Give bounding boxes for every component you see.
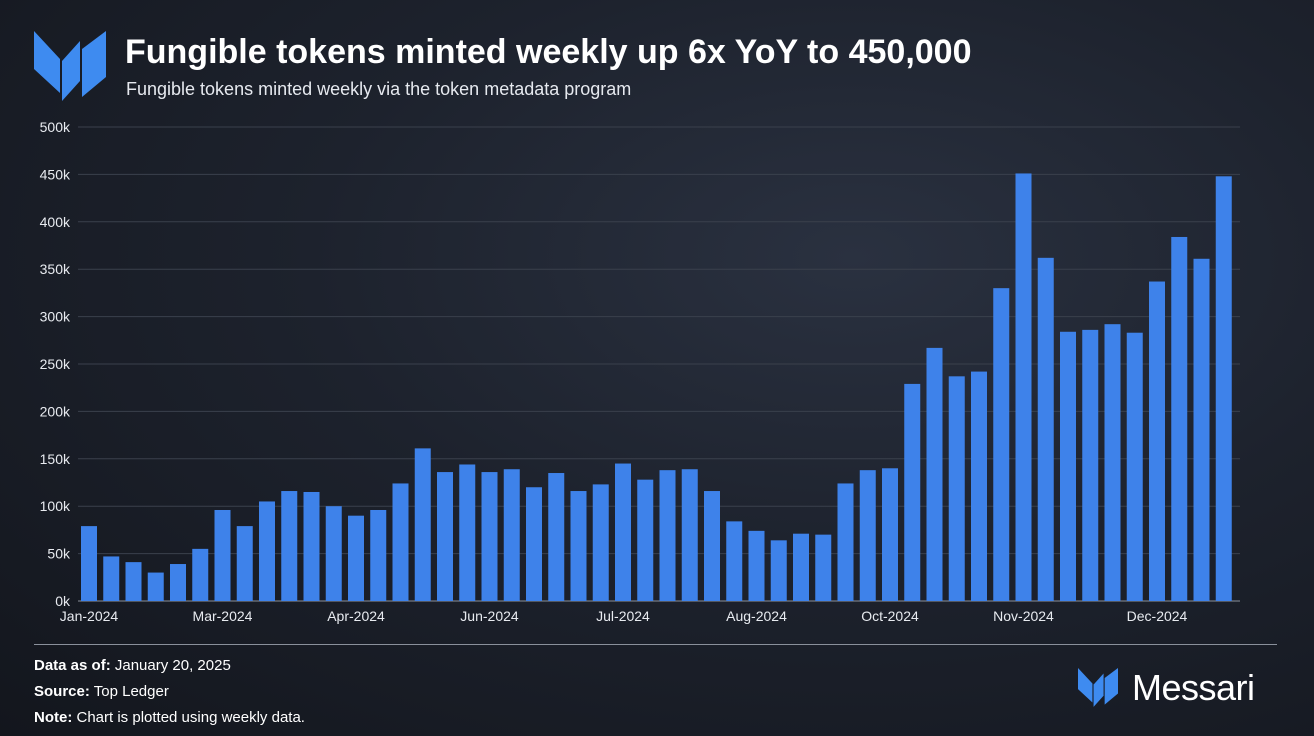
bar (1037, 257, 1054, 601)
bar (481, 472, 498, 601)
bar (1082, 329, 1099, 601)
y-tick-label: 50k (47, 546, 71, 562)
y-tick-label: 200k (40, 403, 71, 419)
bar (1149, 281, 1165, 601)
bar (459, 464, 476, 601)
bar (392, 483, 409, 601)
bar (548, 473, 565, 601)
note-label: Note: (34, 709, 73, 726)
bar (414, 448, 431, 601)
source-line: Source: Top Ledger (34, 679, 305, 705)
bar (526, 487, 542, 601)
source-label: Source: (34, 683, 90, 700)
bar (281, 491, 298, 601)
bar (726, 521, 743, 601)
x-tick-label: Jun-2024 (460, 608, 519, 624)
footer-divider (34, 644, 1277, 645)
bar (948, 376, 965, 601)
bar (192, 548, 209, 601)
bars (81, 173, 1232, 601)
x-tick-label: Aug-2024 (726, 608, 787, 624)
y-tick-label: 300k (40, 309, 71, 325)
y-tick-label: 250k (40, 356, 71, 372)
bar (303, 491, 320, 601)
bar (503, 469, 520, 601)
source-value: Top Ledger (93, 683, 169, 700)
bar (926, 347, 943, 601)
bar (437, 472, 453, 601)
bar (103, 556, 120, 601)
bar (659, 470, 676, 601)
bar (859, 470, 876, 601)
bar (1171, 236, 1188, 601)
x-axis-ticks: Jan-2024 Mar-2024 Apr-2024 Jun-2024 Jul-2024… (60, 608, 1188, 624)
bar (971, 371, 987, 601)
messari-logo-icon (1078, 668, 1118, 707)
bar (592, 484, 609, 601)
x-tick-label: Oct-2024 (861, 608, 919, 624)
bar (637, 479, 654, 601)
messari-logo-icon (34, 31, 106, 101)
brand-name: Messari (1132, 667, 1255, 708)
bar (1060, 331, 1076, 601)
bar (704, 491, 720, 601)
chart-subtitle: Fungible tokens minted weekly via the to… (126, 79, 632, 99)
x-tick-label: Jan-2024 (60, 608, 119, 624)
bar (904, 383, 921, 601)
bar (570, 491, 587, 601)
y-tick-label: 100k (40, 498, 71, 514)
bar (837, 483, 854, 601)
x-tick-label: Mar-2024 (193, 608, 253, 624)
y-tick-label: 0k (55, 593, 71, 609)
bar (81, 526, 97, 601)
bar (147, 572, 164, 601)
x-tick-label: Dec-2024 (1127, 608, 1188, 624)
bar (348, 515, 364, 601)
x-tick-label: Apr-2024 (327, 608, 385, 624)
bar (770, 540, 787, 601)
bar (125, 562, 142, 601)
brand-logo: Messari (1078, 668, 1255, 708)
y-tick-label: 400k (40, 214, 71, 230)
bar (993, 288, 1010, 601)
bar (325, 506, 342, 601)
data-as-of-value: January 20, 2025 (114, 657, 231, 674)
chart-title: Fungible tokens minted weekly up 6x YoY … (125, 33, 972, 71)
bar (1215, 176, 1232, 601)
data-as-of-line: Data as of: January 20, 2025 (34, 653, 305, 679)
bar (615, 463, 631, 601)
note-value: Chart is plotted using weekly data. (76, 709, 305, 726)
note-line: Note: Chart is plotted using weekly data… (34, 705, 305, 731)
data-as-of-label: Data as of: (34, 657, 111, 674)
bar (748, 530, 765, 601)
bar (1104, 324, 1121, 601)
bar (170, 564, 186, 601)
bar (793, 533, 809, 601)
bar (681, 469, 698, 601)
bar (1193, 258, 1210, 601)
y-tick-label: 500k (40, 119, 71, 135)
bar (815, 534, 832, 601)
bar (1126, 332, 1143, 601)
bar (370, 509, 387, 601)
bar (259, 501, 275, 601)
y-tick-label: 150k (40, 451, 71, 467)
footer-notes: Data as of: January 20, 2025 Source: Top… (34, 653, 305, 731)
bar (882, 468, 898, 601)
bar (214, 509, 231, 601)
y-tick-label: 450k (40, 166, 71, 182)
bar (1015, 173, 1032, 601)
y-tick-label: 350k (40, 261, 71, 277)
y-axis-ticks: 0k 50k 100k 150k 200k 250k 300k 350k 400k 450k 500… (40, 119, 71, 609)
x-tick-label: Nov-2024 (993, 608, 1054, 624)
bar (236, 526, 253, 601)
x-tick-label: Jul-2024 (596, 608, 650, 624)
bar-chart: 0k 50k 100k 150k 200k 250k 300k 350k 400k 450k 500… (40, 119, 1240, 624)
